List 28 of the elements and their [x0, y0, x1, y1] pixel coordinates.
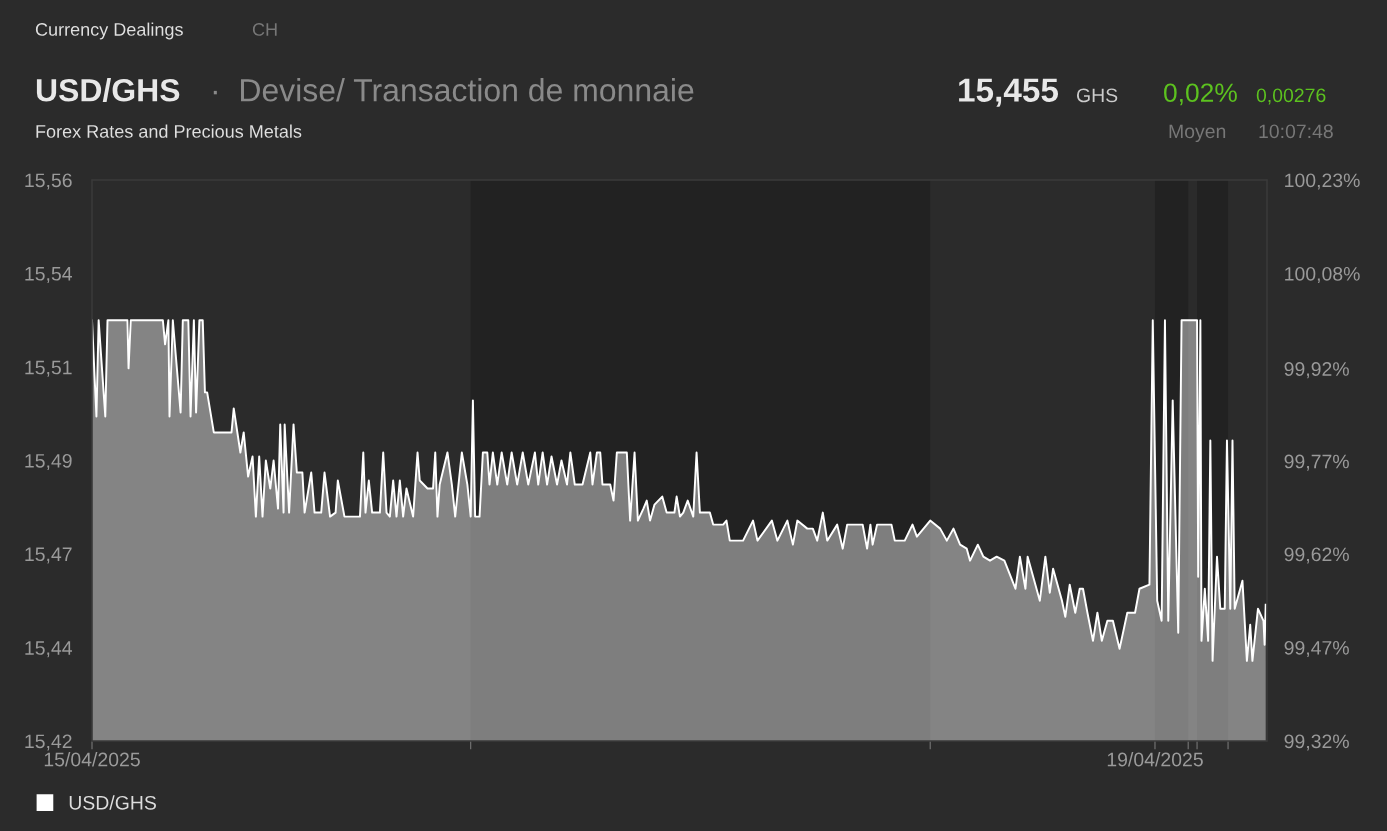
text: 10:07:48 — [1259, 124, 1333, 139]
y-tick-label: 15,49 — [25, 453, 72, 471]
text: Moyen — [1169, 124, 1226, 143]
legend-label: USD/GHS — [69, 795, 156, 810]
text: 0,02% — [1164, 83, 1237, 106]
y2-tick-label: 99,32% — [1284, 734, 1349, 751]
y2-tick-label: 100,08% — [1285, 266, 1360, 284]
y-tick-label: 15,44 — [25, 641, 72, 658]
text: 15,455 — [959, 78, 1059, 107]
y-tick-label: 15,51 — [25, 360, 72, 377]
y2-tick-label: 99,47% — [1284, 640, 1349, 658]
x-tick-label: 15/04/2025 — [44, 752, 140, 767]
y-tick-label: 15,42 — [25, 734, 72, 751]
y-tick-label: 15,54 — [25, 267, 72, 283]
y-tick-label: 15,56 — [25, 173, 72, 190]
text: 0,00276 — [1256, 88, 1326, 105]
y2-tick-label: 99,62% — [1284, 547, 1349, 564]
text: Forex Rates and Precious Metals — [36, 124, 302, 138]
y2-tick-label: 100,23% — [1285, 173, 1360, 190]
chart-subtitle: · Devise/ Transaction de monnaie — [213, 78, 694, 102]
text: GHS — [1076, 88, 1118, 103]
y2-tick-label: 99,92% — [1284, 362, 1349, 379]
y-tick-label: 15,47 — [25, 547, 72, 564]
y2-tick-label: 99,77% — [1284, 454, 1349, 471]
chart-title: USD/GHS — [36, 78, 180, 102]
x-tick-label: 19/04/2025 — [1107, 752, 1203, 767]
text: CH — [252, 23, 277, 36]
text: Currency Dealings — [35, 22, 183, 40]
